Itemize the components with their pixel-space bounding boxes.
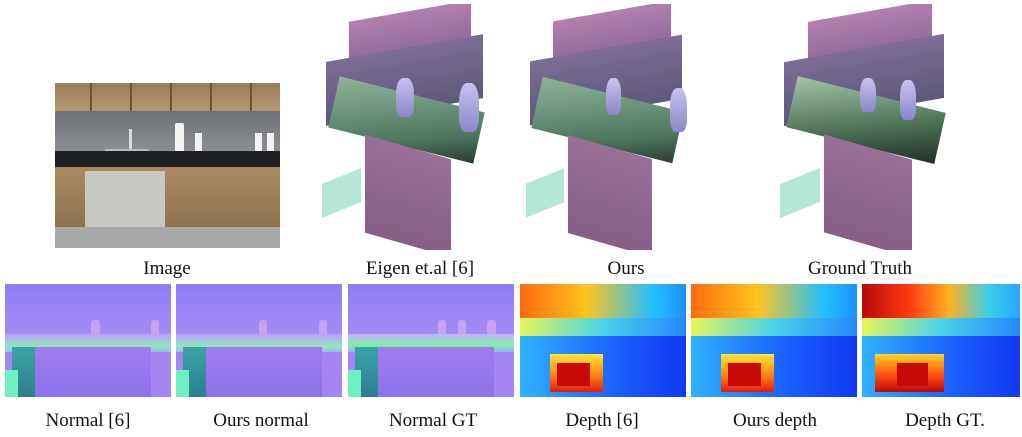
ground-truth-3d-reconstruction xyxy=(780,4,980,250)
caption-image: Image xyxy=(143,258,191,279)
caption-eigen: Eigen et.al [6] xyxy=(365,258,475,279)
caption-ours-normal: Ours normal xyxy=(213,410,309,431)
caption-normal-eigen: Normal [6] xyxy=(45,410,131,431)
caption-depth-gt: Depth GT. xyxy=(905,410,985,431)
ours-depth-map xyxy=(691,284,857,397)
ground-truth-depth-map xyxy=(862,284,1020,397)
eigen-3d-reconstruction xyxy=(322,4,518,250)
input-kitchen-photo xyxy=(55,83,280,248)
caption-depth-eigen: Depth [6] xyxy=(565,410,639,431)
caption-ours-depth: Ours depth xyxy=(733,410,817,431)
caption-ours: Ours xyxy=(607,258,645,279)
eigen-depth-map xyxy=(520,284,686,397)
ours-3d-reconstruction xyxy=(526,4,716,250)
ours-normal-map xyxy=(176,284,342,397)
caption-ground-truth: Ground Truth xyxy=(808,258,912,279)
eigen-normal-map xyxy=(5,284,171,397)
ground-truth-normal-map xyxy=(348,284,514,397)
caption-normal-gt: Normal GT xyxy=(388,410,478,431)
